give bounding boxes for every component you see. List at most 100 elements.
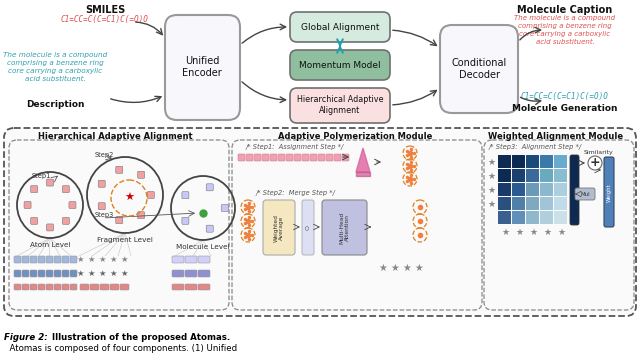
FancyBboxPatch shape — [70, 270, 77, 277]
FancyBboxPatch shape — [270, 154, 277, 161]
FancyBboxPatch shape — [31, 217, 38, 224]
Text: ★: ★ — [87, 254, 95, 264]
Text: Conditional
Decoder: Conditional Decoder — [451, 58, 507, 80]
FancyBboxPatch shape — [62, 217, 69, 224]
Text: Unified
Encoder: Unified Encoder — [182, 56, 222, 78]
Text: ★: ★ — [487, 172, 495, 181]
FancyBboxPatch shape — [302, 200, 314, 255]
FancyBboxPatch shape — [98, 203, 105, 210]
FancyBboxPatch shape — [290, 88, 390, 123]
Text: ★: ★ — [109, 269, 116, 278]
FancyBboxPatch shape — [554, 183, 567, 196]
FancyBboxPatch shape — [540, 211, 553, 224]
FancyBboxPatch shape — [4, 128, 636, 316]
FancyBboxPatch shape — [498, 197, 511, 210]
Text: /* Step2:  Merge Step */: /* Step2: Merge Step */ — [255, 190, 335, 196]
FancyBboxPatch shape — [318, 154, 325, 161]
FancyBboxPatch shape — [310, 154, 317, 161]
Text: /* Step3:  Alignment Step */: /* Step3: Alignment Step */ — [488, 144, 582, 150]
Text: ★: ★ — [557, 227, 565, 236]
FancyBboxPatch shape — [322, 200, 367, 255]
Text: ★: ★ — [415, 263, 424, 273]
FancyBboxPatch shape — [185, 270, 197, 277]
FancyBboxPatch shape — [512, 169, 525, 182]
FancyBboxPatch shape — [80, 284, 89, 290]
FancyBboxPatch shape — [498, 155, 511, 168]
FancyBboxPatch shape — [14, 256, 21, 263]
Text: Atom Level: Atom Level — [29, 242, 70, 248]
FancyBboxPatch shape — [98, 180, 105, 187]
FancyBboxPatch shape — [138, 212, 145, 219]
FancyBboxPatch shape — [182, 217, 189, 224]
FancyBboxPatch shape — [440, 25, 518, 113]
FancyBboxPatch shape — [38, 270, 45, 277]
FancyBboxPatch shape — [526, 197, 539, 210]
FancyBboxPatch shape — [22, 256, 29, 263]
Text: Multi-Head
Attention: Multi-Head Attention — [340, 212, 351, 244]
FancyBboxPatch shape — [172, 270, 184, 277]
Text: Hierarchical Adaptive
Alignment: Hierarchical Adaptive Alignment — [297, 95, 383, 115]
Text: Weight: Weight — [607, 184, 611, 202]
Text: ★: ★ — [501, 227, 509, 236]
FancyBboxPatch shape — [290, 50, 390, 80]
FancyBboxPatch shape — [185, 284, 197, 290]
Text: ★: ★ — [76, 254, 84, 264]
Text: Molecule Generation: Molecule Generation — [512, 104, 618, 113]
FancyBboxPatch shape — [62, 256, 69, 263]
FancyBboxPatch shape — [254, 154, 261, 161]
FancyBboxPatch shape — [138, 171, 145, 178]
FancyBboxPatch shape — [526, 155, 539, 168]
FancyBboxPatch shape — [498, 183, 511, 196]
FancyBboxPatch shape — [54, 284, 61, 290]
FancyBboxPatch shape — [116, 217, 123, 224]
FancyBboxPatch shape — [30, 270, 37, 277]
FancyBboxPatch shape — [14, 284, 21, 290]
FancyBboxPatch shape — [185, 256, 197, 263]
Polygon shape — [356, 172, 370, 176]
Text: Molecule Caption: Molecule Caption — [517, 5, 612, 15]
FancyBboxPatch shape — [62, 270, 69, 277]
FancyBboxPatch shape — [120, 284, 129, 290]
FancyBboxPatch shape — [38, 256, 45, 263]
Text: ★: ★ — [99, 269, 106, 278]
FancyBboxPatch shape — [526, 183, 539, 196]
FancyBboxPatch shape — [512, 183, 525, 196]
FancyBboxPatch shape — [290, 12, 390, 42]
Text: Mul: Mul — [580, 191, 590, 197]
Text: ★: ★ — [120, 269, 128, 278]
FancyBboxPatch shape — [46, 270, 53, 277]
FancyBboxPatch shape — [46, 256, 53, 263]
FancyBboxPatch shape — [100, 284, 109, 290]
Circle shape — [588, 156, 602, 170]
FancyBboxPatch shape — [540, 197, 553, 210]
FancyBboxPatch shape — [198, 270, 210, 277]
FancyBboxPatch shape — [206, 184, 213, 191]
Text: ★: ★ — [487, 157, 495, 167]
FancyBboxPatch shape — [334, 154, 341, 161]
Text: ★: ★ — [99, 254, 106, 264]
Text: C1=CC=C(C=C1)C(=O)O: C1=CC=C(C=C1)C(=O)O — [61, 15, 149, 24]
FancyBboxPatch shape — [604, 157, 614, 227]
Text: ★: ★ — [76, 269, 84, 278]
Text: Step3: Step3 — [95, 212, 115, 218]
FancyBboxPatch shape — [498, 211, 511, 224]
FancyBboxPatch shape — [47, 224, 54, 231]
Text: ★: ★ — [109, 254, 116, 264]
Text: ★: ★ — [487, 185, 495, 194]
Text: Figure 2:: Figure 2: — [4, 333, 51, 342]
Text: Molecule Level: Molecule Level — [176, 244, 230, 250]
Text: Momentum Model: Momentum Model — [299, 60, 381, 70]
FancyBboxPatch shape — [116, 166, 123, 173]
Polygon shape — [356, 148, 370, 172]
FancyBboxPatch shape — [554, 169, 567, 182]
FancyBboxPatch shape — [22, 284, 29, 290]
Text: ★: ★ — [543, 227, 551, 236]
Text: Step1: Step1 — [32, 173, 51, 179]
Text: The molecule is a compound
comprising a benzene ring
core carrying a carboxylic
: The molecule is a compound comprising a … — [3, 52, 107, 82]
FancyBboxPatch shape — [14, 270, 21, 277]
FancyBboxPatch shape — [46, 284, 53, 290]
FancyBboxPatch shape — [182, 192, 189, 199]
FancyBboxPatch shape — [570, 155, 579, 225]
Text: ★: ★ — [379, 263, 387, 273]
Text: C1=CC=C(C=C1)C(=O)O: C1=CC=C(C=C1)C(=O)O — [521, 92, 609, 101]
